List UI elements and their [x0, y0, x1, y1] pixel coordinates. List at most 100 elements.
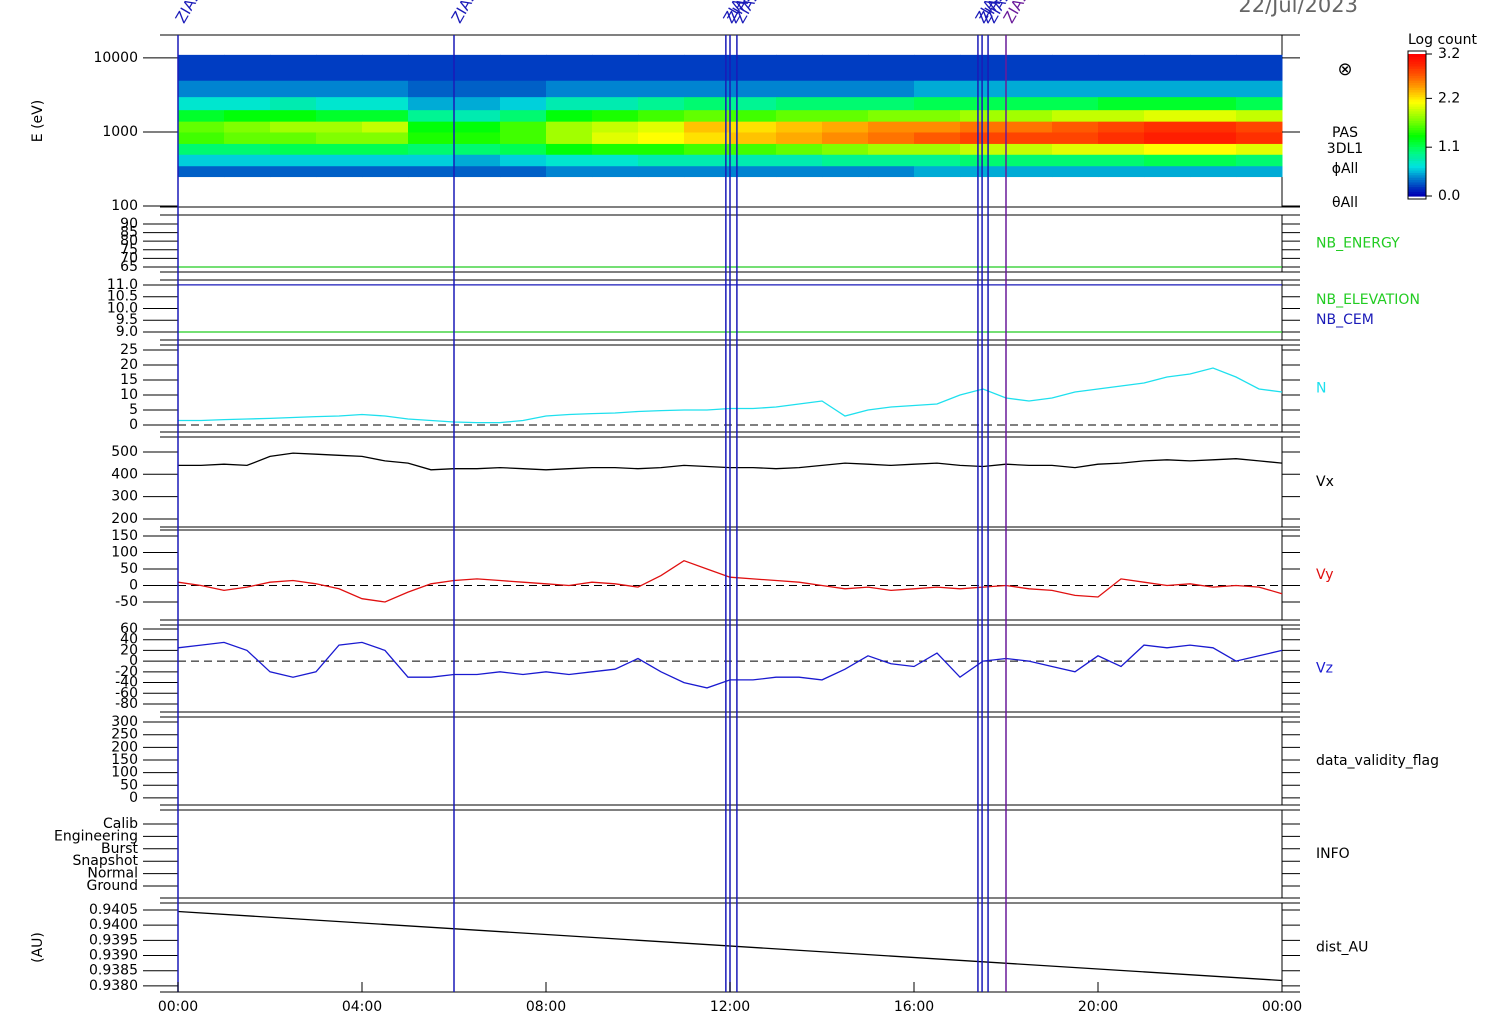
colorbar-step	[1408, 172, 1426, 176]
heatmap-cell	[638, 143, 685, 155]
heatmap-cell	[684, 54, 731, 81]
heatmap-cell	[224, 121, 271, 133]
category-label: Burst	[101, 841, 139, 857]
heatmap-cell	[362, 80, 409, 98]
heatmap-cell	[224, 143, 271, 155]
heatmap-cell	[638, 54, 685, 81]
y-tick-label: 75	[120, 242, 138, 258]
y-tick-label: 15	[120, 372, 138, 388]
heatmap-cell	[1006, 131, 1053, 144]
heatmap-cell	[868, 80, 915, 98]
heatmap-cell	[362, 96, 409, 111]
colorbar-step	[1408, 80, 1426, 83]
heatmap-cell	[684, 165, 731, 178]
heatmap-cell	[362, 165, 409, 178]
heatmap-cell	[454, 131, 501, 144]
heatmap-cell	[408, 121, 455, 133]
colorbar-step	[1408, 87, 1426, 91]
category-label: Normal	[87, 866, 138, 882]
heatmap-cell	[684, 154, 731, 167]
colorbar-step	[1408, 120, 1426, 124]
heatmap-cell	[1098, 54, 1145, 81]
heatmap-cell	[914, 165, 961, 178]
heatmap-cell	[822, 80, 869, 98]
category-label: Calib	[103, 816, 138, 832]
y-tick-label: 0	[129, 577, 138, 593]
heatmap-cell	[1236, 131, 1283, 144]
heatmap-cell	[730, 96, 777, 111]
heatmap-cell	[408, 54, 455, 81]
heatmap-cell	[868, 96, 915, 111]
heatmap-cell	[500, 154, 547, 167]
heatmap-cell	[914, 96, 961, 111]
heatmap-cell	[1144, 96, 1191, 111]
colorbar-step	[1408, 132, 1426, 136]
heatmap-cell	[638, 154, 685, 167]
y-tick-label: -60	[115, 685, 138, 701]
heatmap-cell	[914, 154, 961, 167]
colorbar-step	[1408, 146, 1426, 150]
heatmap-cell	[178, 80, 225, 98]
colorbar-step	[1408, 193, 1426, 197]
heatmap-cell	[454, 165, 501, 178]
heatmap-cell	[1006, 143, 1053, 155]
y-tick-label: 100	[111, 765, 138, 781]
heatmap-cell	[1190, 54, 1237, 81]
heatmap-cell	[500, 131, 547, 144]
y-tick-label: -50	[115, 594, 138, 610]
heatmap-cell	[1052, 121, 1099, 133]
colorbar-tick-label: 1.1	[1438, 139, 1460, 155]
colorbar-step	[1408, 160, 1426, 164]
heatmap-cell	[500, 121, 547, 133]
category-label: Snapshot	[73, 853, 139, 869]
heatmap-cell	[1098, 131, 1145, 144]
heatmap-cell	[362, 121, 409, 133]
heatmap-cell	[868, 154, 915, 167]
heatmap-cell	[224, 109, 271, 122]
instrument-label: PAS	[1332, 125, 1358, 141]
heatmap-cell	[408, 96, 455, 111]
heatmap-cell	[638, 96, 685, 111]
heatmap-cell	[776, 80, 823, 98]
instrument-label: θAll	[1332, 195, 1358, 211]
heatmap-cell	[1236, 80, 1283, 98]
heatmap-cell	[914, 109, 961, 122]
colorbar-step	[1408, 162, 1426, 166]
heatmap-cell	[224, 54, 271, 81]
colorbar-step	[1408, 110, 1426, 114]
heatmap-cell	[638, 109, 685, 122]
heatmap-cell	[1190, 109, 1237, 122]
heatmap-cell	[1236, 165, 1283, 178]
heatmap-cell	[408, 109, 455, 122]
heatmap-cell	[776, 165, 823, 178]
heatmap-cell	[1144, 80, 1191, 98]
colorbar-step	[1408, 169, 1426, 173]
heatmap-cell	[1144, 154, 1191, 167]
heatmap-cell	[1052, 165, 1099, 178]
heatmap-cell	[316, 154, 363, 167]
y-tick-label: 1000	[102, 124, 138, 140]
x-tick-label: 16:00	[894, 999, 934, 1015]
heatmap-cell	[960, 131, 1007, 144]
heatmap-cell	[730, 131, 777, 144]
heatmap-cell	[776, 121, 823, 133]
heatmap-cell	[684, 143, 731, 155]
heatmap-cell	[914, 121, 961, 133]
heatmap-cell	[1144, 121, 1191, 133]
heatmap-cell	[776, 131, 823, 144]
heatmap-cell	[454, 80, 501, 98]
heatmap-cell	[1236, 109, 1283, 122]
y-tick-label: 0	[129, 417, 138, 433]
heatmap-cell	[960, 96, 1007, 111]
y-tick-label: 0	[129, 790, 138, 806]
heatmap-cell	[1098, 121, 1145, 133]
heatmap-cell	[592, 96, 639, 111]
colorbar-step	[1408, 115, 1426, 119]
heatmap-cell	[960, 80, 1007, 98]
heatmap-cell	[776, 96, 823, 111]
y-tick-label: -40	[115, 675, 138, 691]
instrument-symbol: ⊗	[1337, 59, 1352, 80]
x-tick-label: 12:00	[710, 999, 750, 1015]
heatmap-cell	[178, 165, 225, 178]
colorbar-step	[1408, 58, 1426, 62]
